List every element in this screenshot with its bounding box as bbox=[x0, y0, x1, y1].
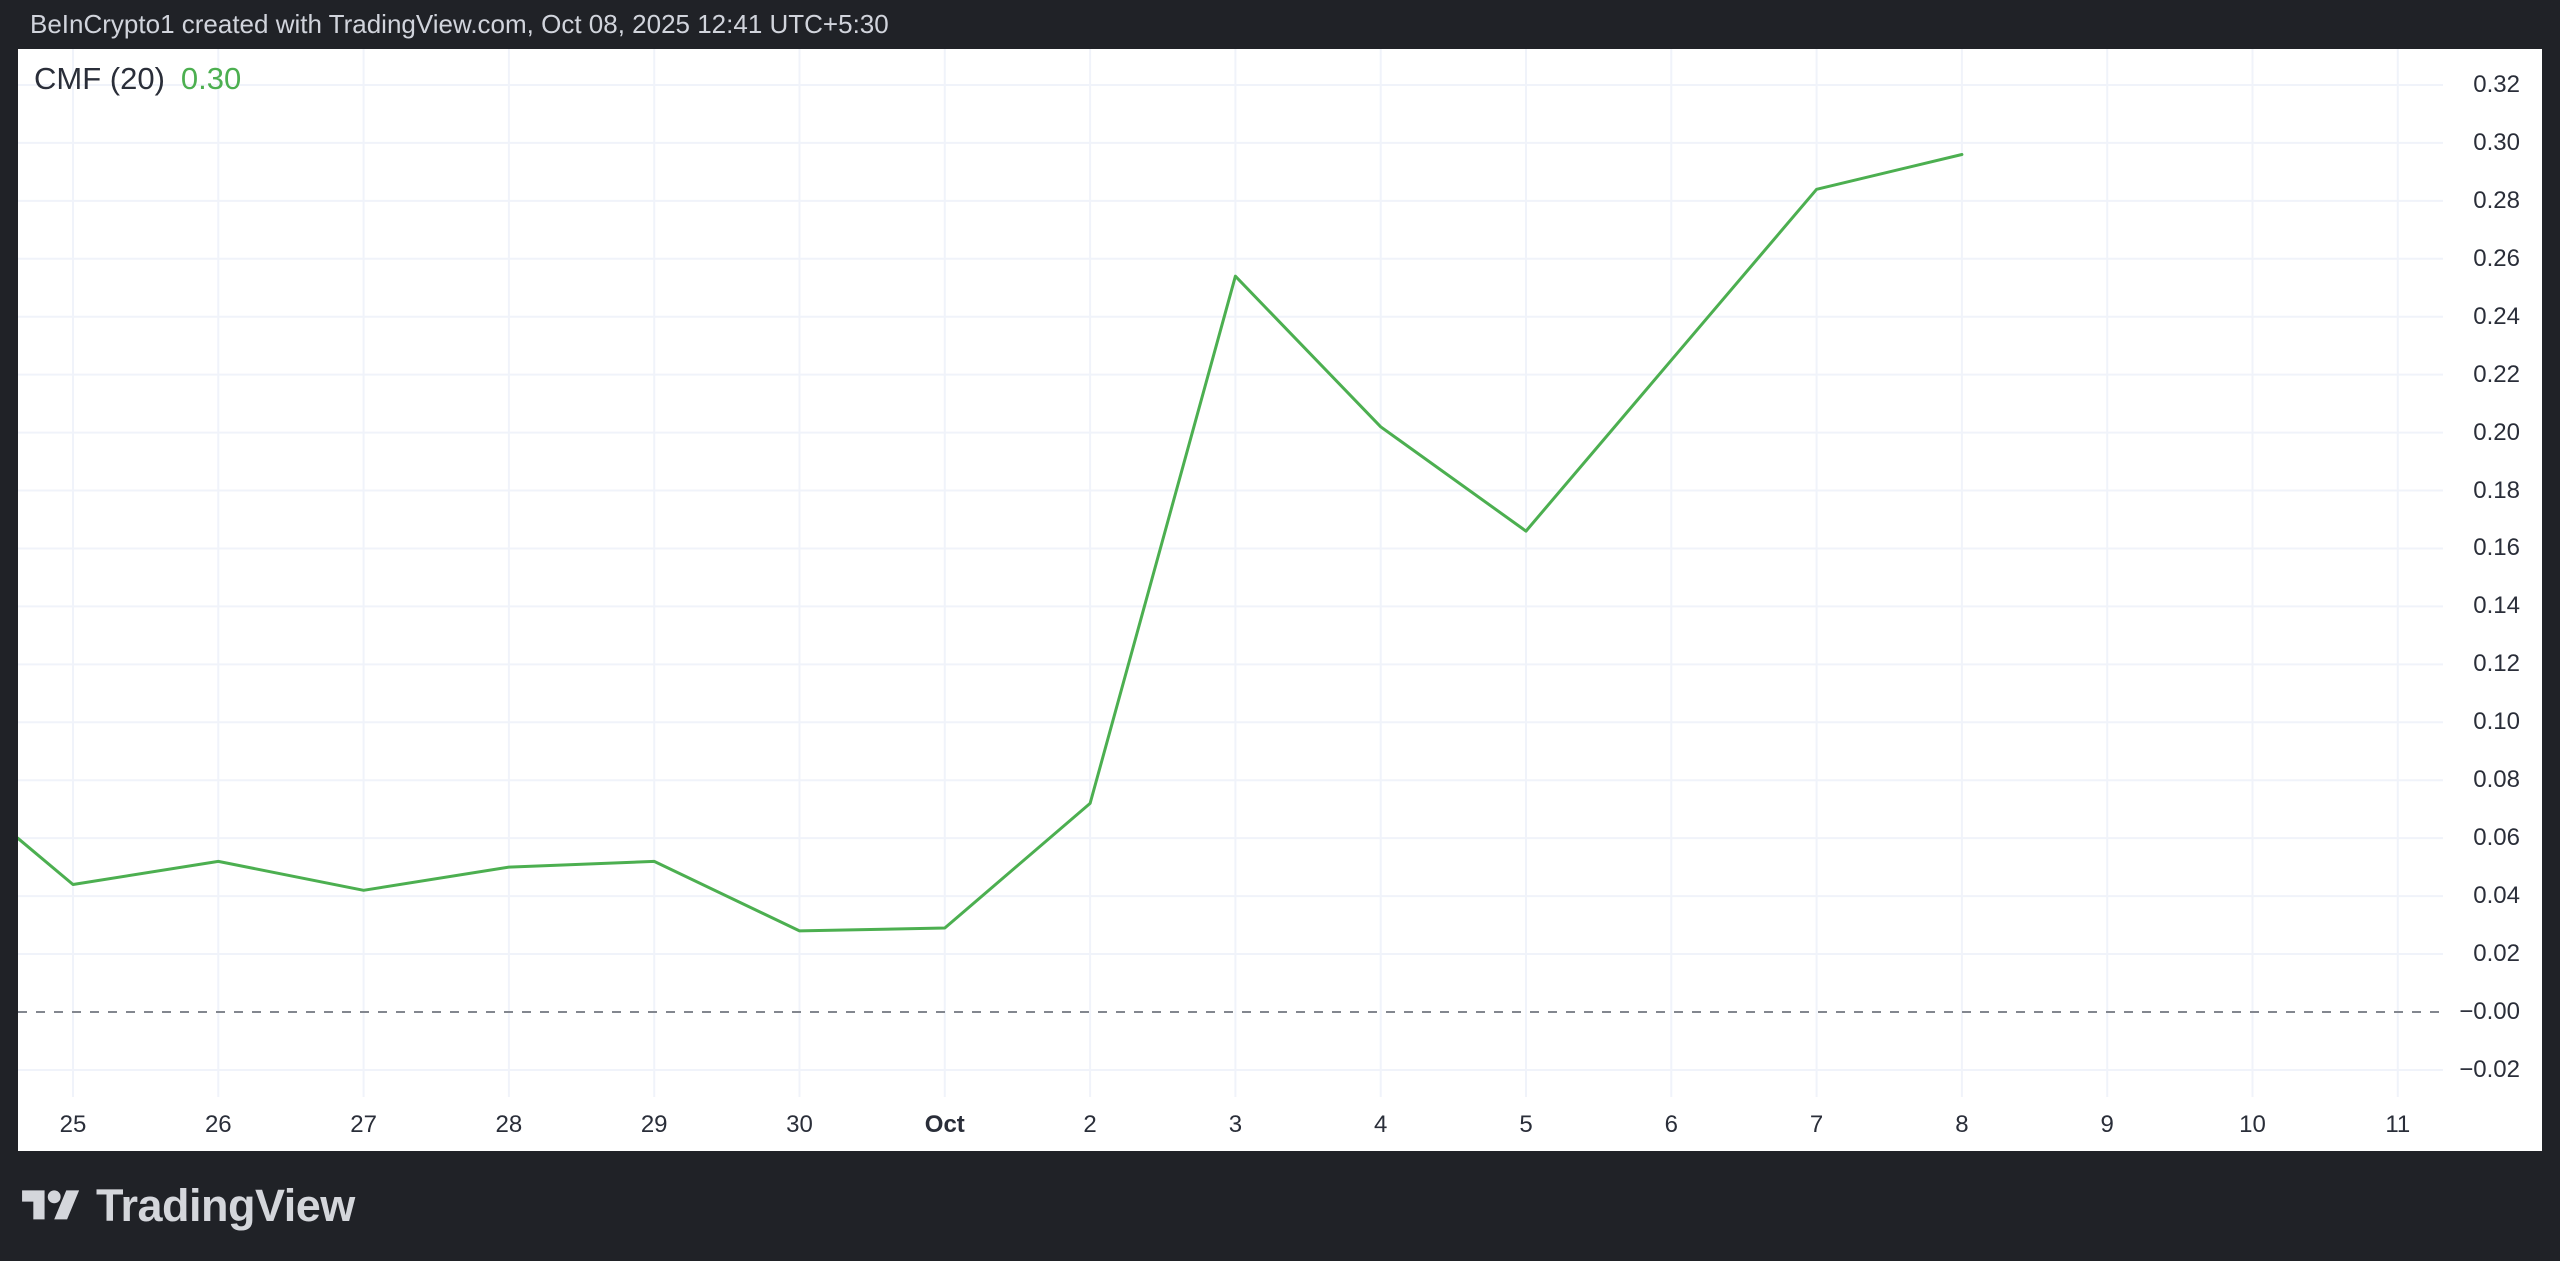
tradingview-logo-icon bbox=[22, 1189, 80, 1219]
y-axis-label: 0.28 bbox=[2473, 186, 2520, 214]
y-axis-label: 0.26 bbox=[2473, 244, 2520, 272]
header-bar: BeInCrypto1 created with TradingView.com… bbox=[0, 0, 2560, 49]
y-axis-label: −0.02 bbox=[2459, 1055, 2520, 1083]
x-axis-label: 9 bbox=[2100, 1111, 2114, 1138]
y-axis-label: 0.22 bbox=[2473, 360, 2520, 388]
y-axis-label: 0.08 bbox=[2473, 766, 2520, 794]
x-axis-label: 2 bbox=[1083, 1111, 1097, 1138]
footer-bar: TradingView bbox=[0, 1151, 2560, 1261]
indicator-value: 0.30 bbox=[180, 61, 242, 96]
y-axis-label: 0.20 bbox=[2473, 418, 2520, 446]
y-axis-label: 0.02 bbox=[2473, 940, 2520, 968]
y-axis-label: 0.06 bbox=[2473, 824, 2520, 852]
x-axis-label: 3 bbox=[1228, 1111, 1243, 1138]
cmf-line bbox=[18, 153, 1964, 933]
x-axis-label: Oct bbox=[924, 1111, 965, 1138]
x-axis-label: 30 bbox=[786, 1111, 813, 1138]
y-axis-label: 0.24 bbox=[2473, 302, 2520, 330]
y-axis-label: 0.18 bbox=[2473, 476, 2520, 504]
y-axis-label: 0.14 bbox=[2473, 592, 2520, 620]
x-axis-label: 8 bbox=[1955, 1111, 1969, 1138]
x-axis-label: 5 bbox=[1519, 1111, 1533, 1138]
x-axis-label: 27 bbox=[350, 1111, 377, 1138]
y-axis-label: 0.12 bbox=[2473, 650, 2520, 678]
x-axis-label: 26 bbox=[204, 1111, 232, 1138]
indicator-name: CMF (20) bbox=[34, 61, 165, 96]
y-axis-label: 0.10 bbox=[2473, 708, 2520, 736]
indicator-legend: CMF (20) 0.30 bbox=[34, 61, 241, 97]
y-axis-label: 0.04 bbox=[2473, 882, 2520, 910]
plot-svg bbox=[18, 49, 2443, 1097]
x-axis-label: 4 bbox=[1374, 1111, 1388, 1138]
x-axis-label: 29 bbox=[640, 1111, 668, 1138]
chart-panel: CMF (20) 0.30 0.32 0.30 0.28 0.26 0.24 0.22 0.… bbox=[18, 49, 2542, 1151]
y-axis-label: −0.00 bbox=[2459, 998, 2520, 1025]
x-axis-label: 6 bbox=[1664, 1111, 1678, 1138]
x-axis-label: 10 bbox=[2239, 1111, 2266, 1138]
tradingview-wordmark: TradingView bbox=[96, 1180, 355, 1231]
y-axis-label: 0.30 bbox=[2473, 128, 2520, 156]
x-axis-label: 25 bbox=[59, 1111, 87, 1138]
x-axis-label: 7 bbox=[1809, 1111, 1824, 1138]
attribution-text: BeInCrypto1 created with TradingView.com… bbox=[30, 9, 889, 39]
y-axis-label: 0.32 bbox=[2473, 70, 2520, 98]
y-axis-label: 0.16 bbox=[2473, 534, 2520, 562]
x-axis-label: 11 bbox=[2385, 1111, 2411, 1138]
x-axis-label: 28 bbox=[495, 1111, 523, 1138]
